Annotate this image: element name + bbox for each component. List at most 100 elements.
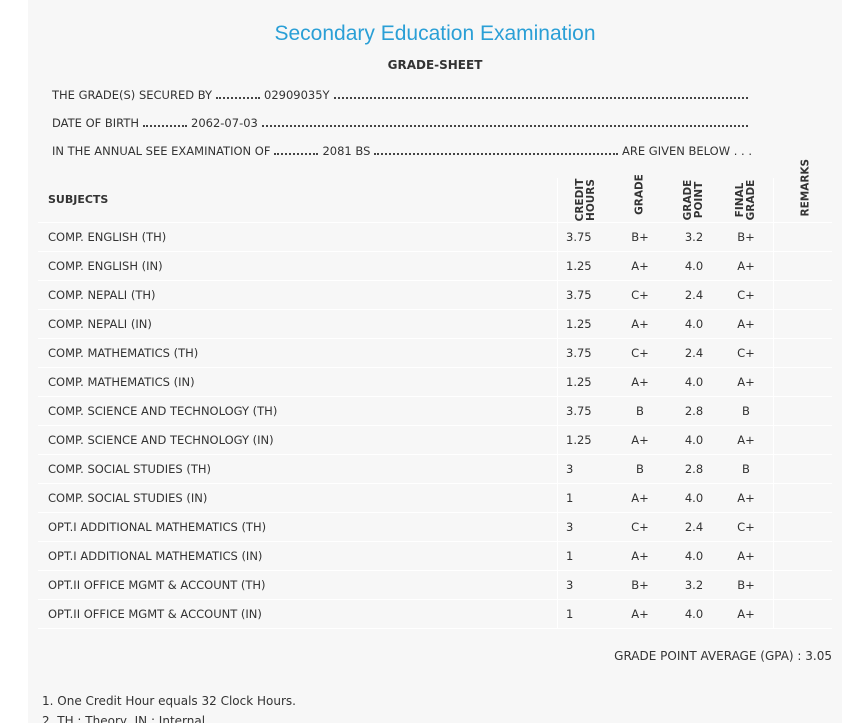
table-row: COMP. NEPALI (TH) 3.75 C+ 2.4 C+: [38, 281, 832, 310]
column-header: SUBJECTS: [48, 193, 109, 206]
leader: [374, 143, 619, 155]
grade: A+: [631, 433, 649, 447]
info-label: IN THE ANNUAL SEE EXAMINATION OF: [52, 144, 271, 158]
leader: [216, 87, 261, 99]
subject: COMP. ENGLISH (TH): [48, 230, 167, 244]
table-row: COMP. ENGLISH (IN) 1.25 A+ 4.0 A+: [38, 252, 832, 281]
table-row: OPT.I ADDITIONAL MATHEMATICS (TH) 3 C+ 2.4 C…: [38, 513, 832, 542]
table-row: COMP. ENGLISH (TH) 3.75 B+ 3.2 B+: [38, 223, 832, 252]
column-header: FINAL GRADE: [734, 179, 757, 221]
grade-point: 3.2: [684, 578, 704, 592]
table-row: OPT.I ADDITIONAL MATHEMATICS (IN) 1 A+ 4.0 A…: [38, 542, 832, 571]
subject: COMP. ENGLISH (IN): [48, 259, 163, 273]
grade: A+: [631, 317, 649, 331]
credit-hours: 1.25: [566, 317, 592, 331]
column-separator: [773, 178, 774, 628]
grade: C+: [631, 288, 649, 302]
grade: B: [636, 404, 644, 418]
info-value: 2062-07-03: [191, 116, 258, 130]
credit-hours: 1.25: [566, 375, 592, 389]
column-header: GRADE: [633, 174, 646, 215]
final-grade: C+: [737, 520, 755, 534]
final-grade: A+: [737, 491, 755, 505]
column-header: GRADE POINT: [682, 179, 705, 221]
subject: OPT.I ADDITIONAL MATHEMATICS (IN): [48, 549, 263, 563]
table-row: COMP. SOCIAL STUDIES (TH) 3 B 2.8 B: [38, 455, 832, 484]
final-grade: A+: [737, 317, 755, 331]
grade-point: 4.0: [684, 259, 704, 273]
subject: COMP. MATHEMATICS (IN): [48, 375, 195, 389]
table-row: COMP. SCIENCE AND TECHNOLOGY (TH) 3.75 B 2.…: [38, 397, 832, 426]
grade-point: 2.4: [684, 346, 704, 360]
grade: B: [636, 462, 644, 476]
column-header: REMARKS: [799, 158, 812, 217]
credit-hours: 1: [566, 549, 574, 563]
credit-hours: 1.25: [566, 433, 592, 447]
credit-hours: 3: [566, 578, 574, 592]
info-label: DATE OF BIRTH: [52, 116, 140, 130]
grade-sheet-panel: Secondary Education Examination GRADE-SH…: [28, 0, 842, 723]
subject: COMP. SOCIAL STUDIES (IN): [48, 491, 208, 505]
table-row: COMP. MATHEMATICS (IN) 1.25 A+ 4.0 A+: [38, 368, 832, 397]
subject: COMP. SCIENCE AND TECHNOLOGY (IN): [48, 433, 274, 447]
gpa-value: 3.05: [805, 649, 832, 663]
info-line: DATE OF BIRTH 2062-07-03: [52, 115, 752, 131]
gpa: GRADE POINT AVERAGE (GPA) : 3.05: [614, 649, 832, 663]
grade-point: 2.8: [684, 462, 704, 476]
table-row: OPT.II OFFICE MGMT & ACCOUNT (IN) 1 A+ 4.0 A…: [38, 600, 832, 629]
info-value: 02909035Y: [264, 88, 330, 102]
grade-point: 2.4: [684, 288, 704, 302]
grade: A+: [631, 491, 649, 505]
leader: [333, 87, 748, 99]
subject: COMP. NEPALI (TH): [48, 288, 156, 302]
info-label: THE GRADE(S) SECURED BY: [52, 88, 213, 102]
credit-hours: 1: [566, 607, 574, 621]
info-value: 2081 BS: [322, 144, 371, 158]
grade-point: 2.8: [684, 404, 704, 418]
grade-point: 4.0: [684, 549, 704, 563]
table-row: COMP. SCIENCE AND TECHNOLOGY (IN) 1.25 A+ 4…: [38, 426, 832, 455]
grade-point: 4.0: [684, 375, 704, 389]
grade-point: 4.0: [684, 317, 704, 331]
final-grade: C+: [737, 346, 755, 360]
final-grade: C+: [737, 288, 755, 302]
final-grade: B+: [737, 578, 755, 592]
table-row: COMP. SOCIAL STUDIES (IN) 1 A+ 4.0 A+: [38, 484, 832, 513]
table-row: OPT.II OFFICE MGMT & ACCOUNT (TH) 3 B+ 3.2 B…: [38, 571, 832, 600]
grade: A+: [631, 259, 649, 273]
gpa-label: GRADE POINT AVERAGE (GPA) :: [614, 649, 802, 663]
credit-hours: 3: [566, 462, 574, 476]
credit-hours: 3.75: [566, 404, 592, 418]
info-suffix: ARE GIVEN BELOW . . .: [622, 144, 752, 158]
final-grade: A+: [737, 607, 755, 621]
table-row: COMP. MATHEMATICS (TH) 3.75 C+ 2.4 C+: [38, 339, 832, 368]
subject: COMP. SOCIAL STUDIES (TH): [48, 462, 212, 476]
grade: C+: [631, 346, 649, 360]
credit-hours: 3.75: [566, 346, 592, 360]
info-line: THE GRADE(S) SECURED BY 02909035Y: [52, 87, 752, 103]
leader: [143, 115, 188, 127]
final-grade: A+: [737, 549, 755, 563]
grade: A+: [631, 607, 649, 621]
leader: [274, 143, 319, 155]
note: 2. TH : Theory, IN : Internal: [42, 714, 206, 723]
subject: OPT.I ADDITIONAL MATHEMATICS (TH): [48, 520, 267, 534]
grade: A+: [631, 549, 649, 563]
title: Secondary Education Examination: [274, 22, 596, 45]
credit-hours: 1.25: [566, 259, 592, 273]
grade-point: 4.0: [684, 607, 704, 621]
subject: COMP. NEPALI (IN): [48, 317, 152, 331]
subtitle: GRADE-SHEET: [387, 58, 483, 72]
grade-point: 3.2: [684, 230, 704, 244]
column-separator: [557, 178, 558, 628]
grade-point: 4.0: [684, 433, 704, 447]
subject: COMP. SCIENCE AND TECHNOLOGY (TH): [48, 404, 278, 418]
final-grade: B+: [737, 230, 755, 244]
final-grade: A+: [737, 433, 755, 447]
table-header: SUBJECTS CREDIT HOURS GRADE GRADE POINT FINA…: [38, 159, 832, 223]
subject: OPT.II OFFICE MGMT & ACCOUNT (TH): [48, 578, 266, 592]
final-grade: A+: [737, 259, 755, 273]
grade: B+: [631, 578, 649, 592]
grade: C+: [631, 520, 649, 534]
